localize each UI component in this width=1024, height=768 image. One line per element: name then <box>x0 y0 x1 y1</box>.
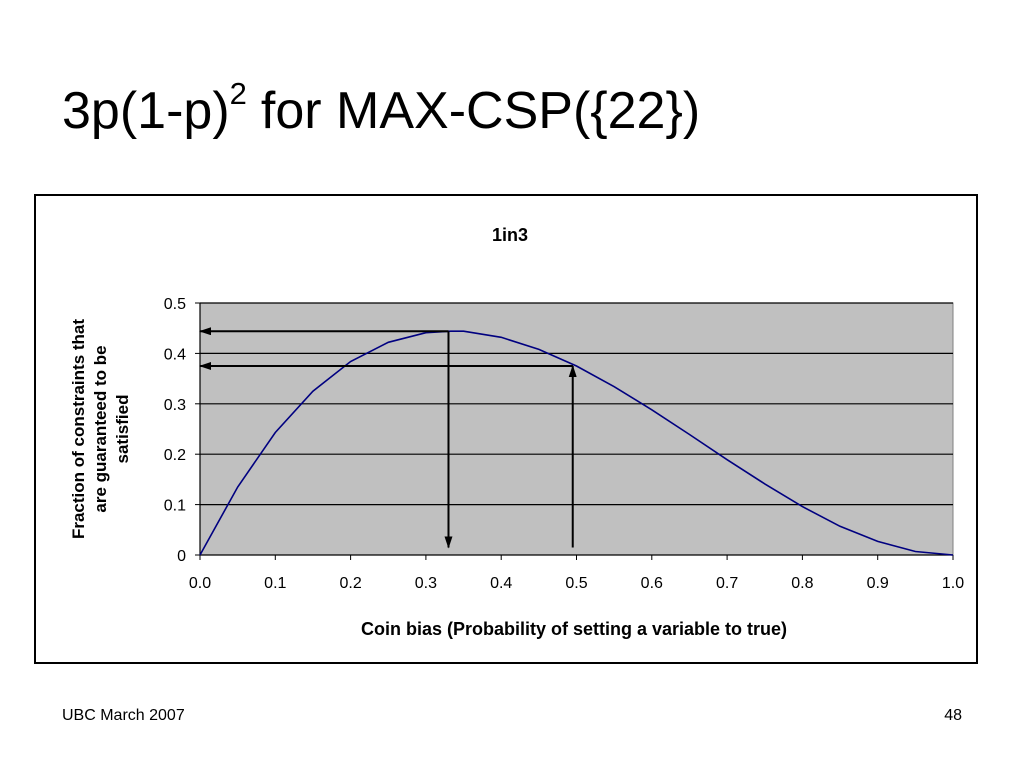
x-tick-label: 0.3 <box>415 575 437 592</box>
x-tick-label: 0.8 <box>791 575 813 592</box>
y-axis-label: Fraction of constraints that <box>69 319 88 539</box>
y-tick-label: 0 <box>177 548 186 565</box>
y-axis-label: satisfied <box>113 395 132 464</box>
slide-title-rest: for MAX-CSP({22}) <box>260 82 701 140</box>
slide-title: 3p(1-p)2 for MAX-CSP({22}) <box>62 58 700 147</box>
chart-title: 1in3 <box>492 225 528 245</box>
plot-area <box>199 302 954 556</box>
slide-title-superscript: 2 <box>229 76 247 111</box>
chart-frame: 0 0.1 0.2 0.3 0.4 0.5 0.0 0.1 0.2 0.3 0.4 0.5 0.6 0.7… <box>34 194 978 664</box>
x-tick-label: 0.0 <box>189 575 211 592</box>
footer-date: UBC March 2007 <box>62 707 185 724</box>
y-axis-label: are guaranteed to be <box>91 345 110 512</box>
y-tick-label: 0.4 <box>164 346 186 363</box>
series-line <box>199 330 954 556</box>
x-tick-label: 0.4 <box>490 575 512 592</box>
line-chart: 0 0.1 0.2 0.3 0.4 0.5 0.0 0.1 0.2 0.3 0.4 0.5 0.6 0.7… <box>69 225 964 639</box>
y-tick-label: 0.3 <box>164 397 186 414</box>
x-tick-label: 0.5 <box>565 575 587 592</box>
x-axis-label: Coin bias (Probability of setting a vari… <box>361 619 787 639</box>
x-tick-label: 0.6 <box>641 575 663 592</box>
x-tick-label: 0.2 <box>339 575 361 592</box>
x-tick-label: 0.9 <box>867 575 889 592</box>
x-tick-label: 1.0 <box>942 575 964 592</box>
y-tick-label: 0.5 <box>164 296 186 313</box>
x-tick-label: 0.1 <box>264 575 286 592</box>
y-tick-label: 0.2 <box>164 447 186 464</box>
slide-title-main: 3p(1-p) <box>62 82 230 140</box>
y-tick-label: 0.1 <box>164 498 186 515</box>
page-number: 48 <box>944 707 962 724</box>
x-tick-label: 0.7 <box>716 575 738 592</box>
